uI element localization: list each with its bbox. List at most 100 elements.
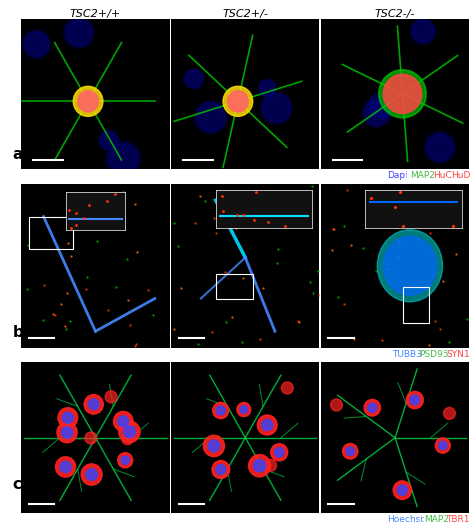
Circle shape bbox=[105, 391, 117, 403]
Circle shape bbox=[122, 433, 134, 444]
Circle shape bbox=[208, 440, 220, 452]
Circle shape bbox=[282, 382, 293, 394]
Circle shape bbox=[197, 103, 225, 132]
Circle shape bbox=[118, 416, 128, 427]
Bar bbox=[402, 287, 429, 323]
Circle shape bbox=[406, 391, 423, 409]
Text: c: c bbox=[12, 477, 21, 492]
Text: MAP2: MAP2 bbox=[410, 171, 435, 180]
Text: /: / bbox=[419, 515, 422, 524]
Circle shape bbox=[383, 236, 437, 295]
Circle shape bbox=[89, 399, 99, 410]
Circle shape bbox=[86, 469, 97, 481]
Circle shape bbox=[424, 132, 456, 163]
Circle shape bbox=[271, 444, 288, 461]
Circle shape bbox=[410, 18, 436, 45]
Text: /: / bbox=[442, 515, 445, 524]
Text: TSC2+/+: TSC2+/+ bbox=[70, 8, 121, 19]
Circle shape bbox=[100, 132, 118, 149]
Circle shape bbox=[81, 464, 102, 485]
Circle shape bbox=[216, 465, 226, 475]
Text: HuD: HuD bbox=[451, 171, 471, 180]
Circle shape bbox=[194, 100, 227, 134]
Circle shape bbox=[367, 92, 394, 120]
Circle shape bbox=[438, 441, 447, 450]
Text: TSC2+/-: TSC2+/- bbox=[222, 8, 268, 19]
Circle shape bbox=[393, 481, 411, 500]
Circle shape bbox=[427, 134, 453, 161]
Circle shape bbox=[106, 141, 141, 177]
Circle shape bbox=[377, 230, 443, 302]
Text: a: a bbox=[12, 147, 23, 162]
Circle shape bbox=[410, 395, 419, 405]
Circle shape bbox=[274, 448, 284, 457]
Circle shape bbox=[368, 403, 377, 412]
Circle shape bbox=[184, 69, 204, 89]
Circle shape bbox=[113, 412, 133, 431]
Text: Hoechst: Hoechst bbox=[387, 515, 424, 524]
Text: /: / bbox=[415, 350, 418, 359]
Circle shape bbox=[65, 20, 92, 46]
Text: /: / bbox=[442, 350, 445, 359]
Circle shape bbox=[262, 419, 273, 431]
Text: MAP2: MAP2 bbox=[424, 515, 448, 524]
Text: /: / bbox=[405, 171, 409, 180]
Circle shape bbox=[64, 17, 94, 48]
Circle shape bbox=[119, 421, 140, 442]
Circle shape bbox=[22, 30, 51, 58]
Bar bbox=[29, 217, 73, 250]
Text: /: / bbox=[428, 171, 431, 180]
Circle shape bbox=[63, 412, 73, 423]
Circle shape bbox=[263, 94, 290, 122]
Circle shape bbox=[260, 92, 292, 124]
Circle shape bbox=[124, 426, 135, 438]
Circle shape bbox=[370, 95, 392, 118]
Circle shape bbox=[228, 91, 248, 112]
Circle shape bbox=[346, 447, 355, 456]
Circle shape bbox=[57, 422, 77, 443]
Text: TBR1: TBR1 bbox=[447, 515, 470, 524]
Circle shape bbox=[78, 91, 99, 112]
Circle shape bbox=[85, 432, 97, 444]
Text: Dapi: Dapi bbox=[387, 171, 408, 180]
Circle shape bbox=[258, 79, 277, 98]
Bar bbox=[216, 274, 253, 298]
Circle shape bbox=[330, 399, 342, 411]
Circle shape bbox=[435, 438, 450, 453]
Circle shape bbox=[379, 70, 426, 118]
Circle shape bbox=[185, 70, 202, 88]
Text: b: b bbox=[12, 326, 23, 340]
Circle shape bbox=[62, 427, 73, 438]
Circle shape bbox=[343, 443, 358, 459]
Circle shape bbox=[264, 459, 276, 472]
Circle shape bbox=[216, 406, 225, 415]
Circle shape bbox=[60, 461, 71, 473]
Text: TUBB3: TUBB3 bbox=[392, 350, 421, 359]
Circle shape bbox=[213, 402, 229, 418]
Text: PSD95: PSD95 bbox=[419, 350, 448, 359]
Circle shape bbox=[412, 20, 434, 42]
Circle shape bbox=[364, 399, 381, 416]
Circle shape bbox=[362, 98, 391, 127]
Circle shape bbox=[55, 457, 75, 477]
Circle shape bbox=[248, 455, 271, 477]
Circle shape bbox=[254, 460, 265, 472]
Text: SYN1: SYN1 bbox=[447, 350, 470, 359]
Circle shape bbox=[84, 395, 103, 414]
Circle shape bbox=[240, 406, 247, 414]
Circle shape bbox=[257, 415, 277, 435]
Circle shape bbox=[99, 130, 119, 151]
Circle shape bbox=[58, 408, 78, 428]
Circle shape bbox=[24, 32, 49, 56]
Circle shape bbox=[203, 435, 225, 457]
Circle shape bbox=[73, 86, 103, 116]
Circle shape bbox=[212, 460, 230, 478]
Circle shape bbox=[260, 80, 275, 96]
Circle shape bbox=[383, 74, 422, 114]
Circle shape bbox=[365, 100, 389, 125]
Circle shape bbox=[118, 452, 133, 468]
Circle shape bbox=[121, 456, 129, 465]
Circle shape bbox=[444, 407, 456, 419]
Circle shape bbox=[237, 402, 251, 416]
Circle shape bbox=[109, 144, 138, 174]
